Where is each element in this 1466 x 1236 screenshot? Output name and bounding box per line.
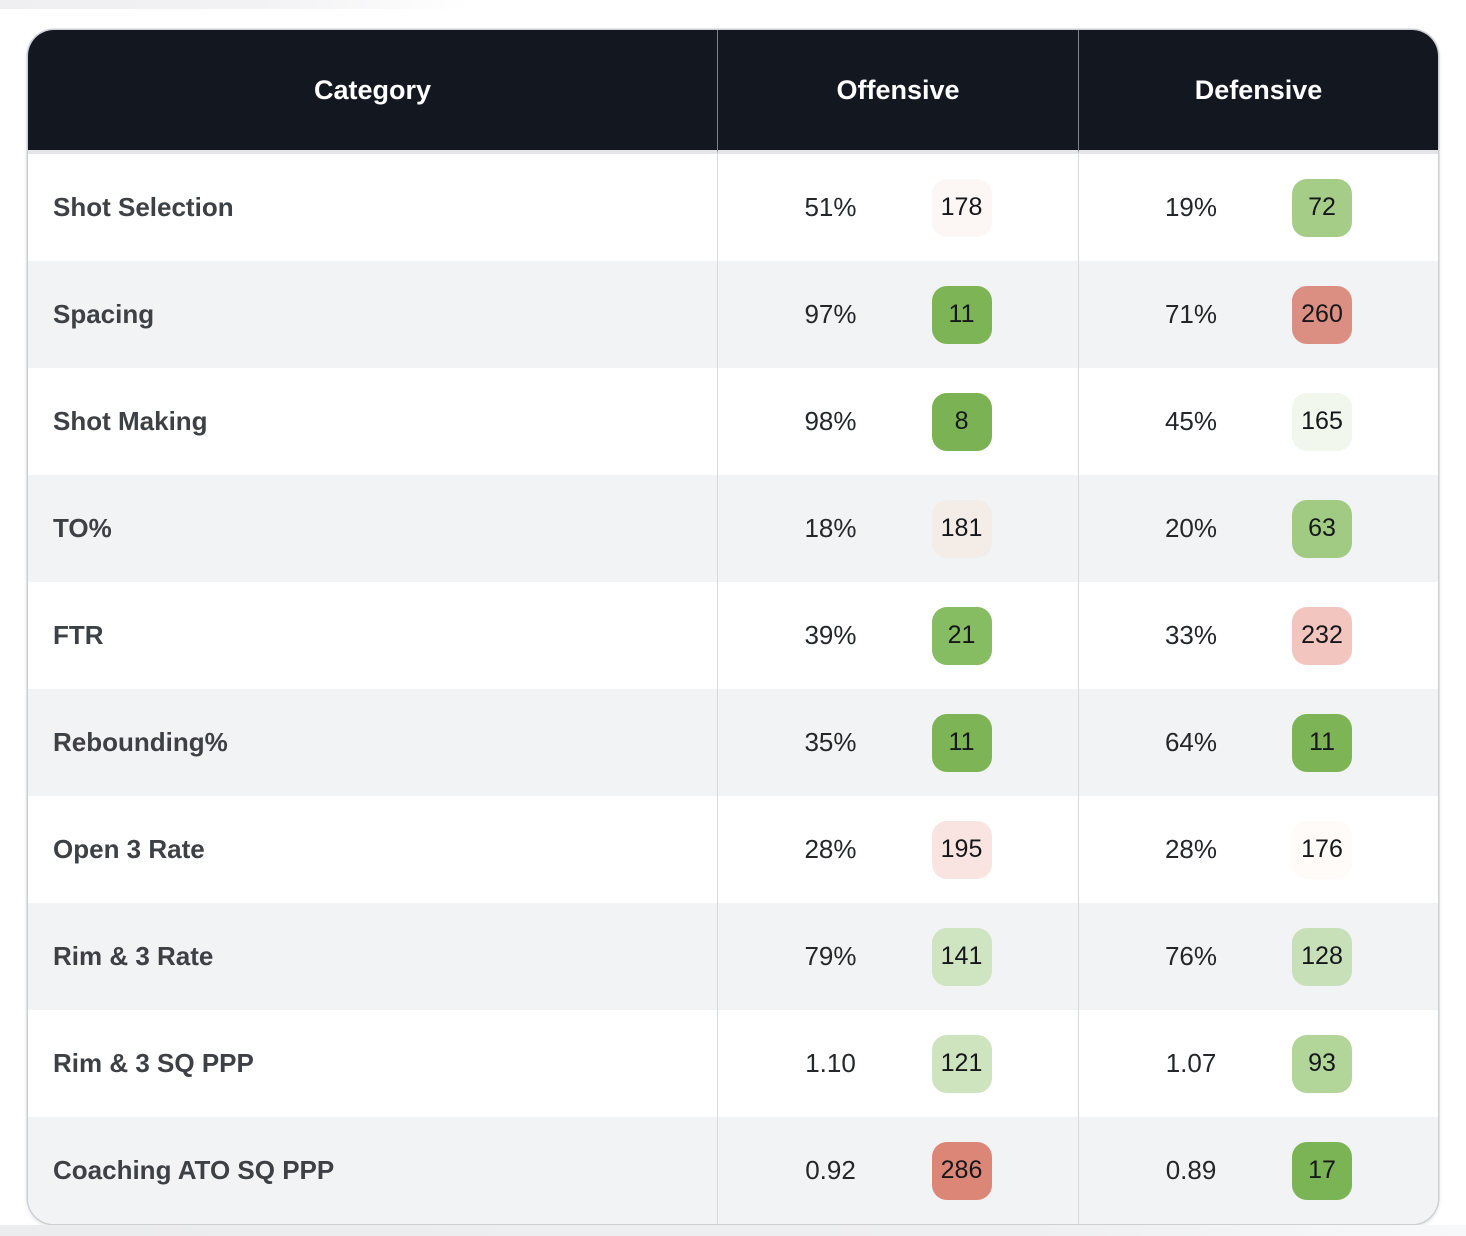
category-label: Rebounding% — [53, 727, 228, 757]
category-cell: FTR — [28, 582, 717, 689]
offensive-value: 28% — [804, 834, 857, 864]
offensive-cell: 51% 178 — [717, 154, 1078, 261]
offensive-cell: 1.10 121 — [717, 1010, 1078, 1117]
defensive-rank-badge: 11 — [1292, 713, 1353, 772]
offensive-rank-badge: 21 — [931, 606, 992, 665]
defensive-cell: 76% 128 — [1078, 903, 1438, 1010]
offensive-cell: 0.92 286 — [717, 1117, 1078, 1224]
offensive-value: 39% — [804, 620, 857, 650]
category-cell: Rim & 3 SQ PPP — [28, 1010, 717, 1117]
offensive-cell: 39% 21 — [717, 582, 1078, 689]
category-label: Open 3 Rate — [53, 834, 205, 864]
offensive-cell: 35% 11 — [717, 689, 1078, 796]
category-cell: Open 3 Rate — [28, 796, 717, 903]
defensive-value: 64% — [1164, 727, 1218, 757]
offensive-value: 98% — [804, 406, 857, 436]
category-label: FTR — [53, 620, 104, 650]
offensive-rank-badge: 181 — [931, 499, 992, 558]
column-header-category: Category — [28, 30, 717, 154]
defensive-cell: 28% 176 — [1078, 796, 1438, 903]
page-bottom-edge — [0, 1225, 1466, 1236]
defensive-value: 33% — [1164, 620, 1218, 650]
team-stats-card: Category Offensive Defensive Shot Select… — [28, 30, 1438, 1224]
defensive-rank-badge: 128 — [1292, 927, 1353, 986]
defensive-cell: 19% 72 — [1078, 154, 1438, 261]
offensive-rank-badge: 286 — [931, 1141, 992, 1200]
category-label: Coaching ATO SQ PPP — [53, 1155, 335, 1185]
category-cell: Spacing — [28, 261, 717, 368]
defensive-cell: 20% 63 — [1078, 475, 1438, 582]
offensive-value: 0.92 — [805, 1155, 856, 1185]
defensive-rank-badge: 93 — [1292, 1034, 1352, 1093]
offensive-rank-badge: 178 — [931, 178, 992, 237]
defensive-value: 71% — [1164, 299, 1218, 329]
defensive-rank-badge: 176 — [1292, 820, 1353, 879]
offensive-cell: 79% 141 — [717, 903, 1078, 1010]
page-top-edge — [0, 0, 470, 9]
offensive-rank-badge: 141 — [931, 927, 992, 986]
defensive-rank-badge: 260 — [1292, 285, 1353, 344]
offensive-value: 79% — [804, 941, 857, 971]
category-label: TO% — [53, 513, 112, 543]
defensive-cell: 71% 260 — [1078, 261, 1438, 368]
column-header-defensive: Defensive — [1078, 30, 1438, 154]
category-cell: Coaching ATO SQ PPP — [28, 1117, 717, 1224]
offensive-value: 51% — [804, 192, 857, 222]
category-cell: Shot Selection — [28, 154, 717, 261]
offensive-cell: 18% 181 — [717, 475, 1078, 582]
defensive-value: 45% — [1164, 406, 1218, 436]
category-label: Rim & 3 SQ PPP — [53, 1048, 254, 1078]
defensive-value: 76% — [1164, 941, 1218, 971]
offensive-rank-badge: 121 — [931, 1034, 992, 1093]
defensive-value: 19% — [1164, 192, 1218, 222]
offensive-value: 1.10 — [805, 1048, 856, 1078]
category-cell: Rim & 3 Rate — [28, 903, 717, 1010]
defensive-rank-badge: 232 — [1292, 606, 1353, 665]
defensive-value: 1.07 — [1165, 1048, 1217, 1078]
defensive-rank-badge: 17 — [1292, 1141, 1352, 1200]
defensive-rank-badge: 72 — [1292, 178, 1353, 237]
column-header-offensive: Offensive — [717, 30, 1078, 154]
defensive-rank-badge: 165 — [1292, 392, 1353, 451]
category-cell: Rebounding% — [28, 689, 717, 796]
category-label: Rim & 3 Rate — [53, 941, 214, 971]
defensive-cell: 33% 232 — [1078, 582, 1438, 689]
offensive-rank-badge: 11 — [931, 285, 992, 344]
defensive-cell: 45% 165 — [1078, 368, 1438, 475]
offensive-value: 35% — [804, 727, 857, 757]
defensive-value: 0.89 — [1165, 1155, 1217, 1185]
defensive-cell: 64% 11 — [1078, 689, 1438, 796]
offensive-rank-badge: 195 — [931, 820, 992, 879]
offensive-rank-badge: 11 — [931, 713, 992, 772]
category-label: Shot Selection — [53, 192, 234, 222]
stats-table: Category Offensive Defensive Shot Select… — [28, 30, 1438, 1224]
category-cell: TO% — [28, 475, 717, 582]
offensive-cell: 97% 11 — [717, 261, 1078, 368]
category-cell: Shot Making — [28, 368, 717, 475]
defensive-value: 28% — [1164, 834, 1218, 864]
defensive-rank-badge: 63 — [1292, 499, 1353, 558]
defensive-value: 20% — [1164, 513, 1218, 543]
offensive-cell: 98% 8 — [717, 368, 1078, 475]
offensive-cell: 28% 195 — [717, 796, 1078, 903]
category-label: Shot Making — [53, 406, 208, 436]
defensive-cell: 1.07 93 — [1078, 1010, 1438, 1117]
defensive-cell: 0.89 17 — [1078, 1117, 1438, 1224]
offensive-value: 97% — [804, 299, 857, 329]
category-label: Spacing — [53, 299, 155, 329]
offensive-value: 18% — [804, 513, 857, 543]
offensive-rank-badge: 8 — [931, 392, 992, 451]
